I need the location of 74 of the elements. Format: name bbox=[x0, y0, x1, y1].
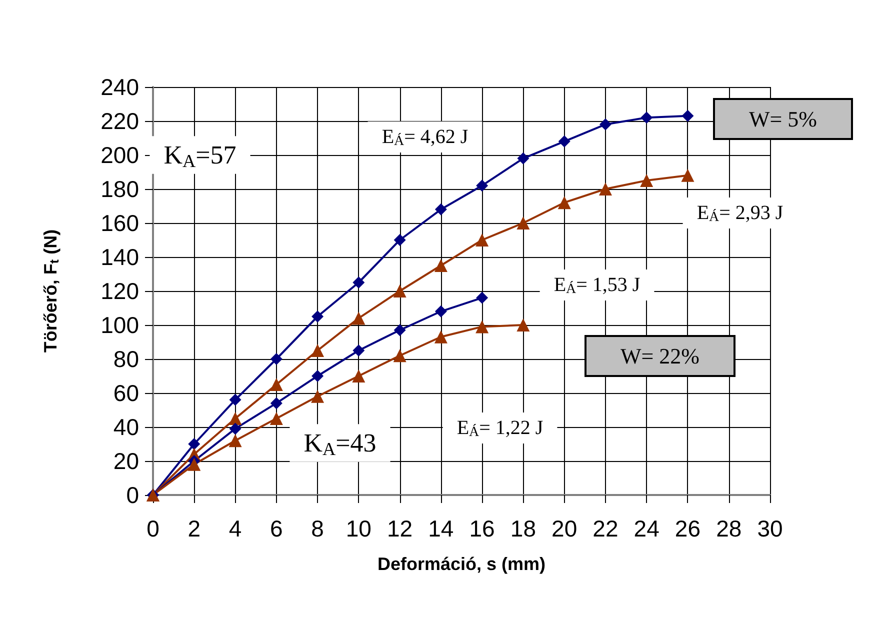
x-tick-label: 0 bbox=[146, 516, 160, 542]
point bbox=[434, 305, 447, 318]
y-tick-label: 160 bbox=[100, 210, 139, 236]
x-tick-label: 8 bbox=[311, 516, 324, 542]
point bbox=[393, 349, 406, 362]
point bbox=[434, 203, 447, 216]
x-tick-label: 16 bbox=[469, 516, 495, 542]
point bbox=[228, 434, 242, 448]
x-tick-label: 20 bbox=[552, 516, 578, 542]
y-tick-label: 180 bbox=[100, 176, 139, 202]
point bbox=[516, 216, 530, 230]
point bbox=[352, 312, 366, 325]
x-tick-label: 18 bbox=[510, 516, 536, 542]
point bbox=[434, 259, 448, 272]
point bbox=[188, 458, 201, 471]
x-tick-label: 22 bbox=[592, 516, 618, 542]
x-tick-label: 12 bbox=[387, 516, 413, 542]
point bbox=[640, 174, 654, 187]
y-tick-label: 60 bbox=[113, 380, 139, 406]
annotation: W= 5% bbox=[749, 106, 817, 132]
point bbox=[476, 234, 489, 246]
point bbox=[352, 344, 365, 356]
y-tick-label: 200 bbox=[100, 142, 139, 168]
point bbox=[434, 330, 448, 344]
point bbox=[312, 310, 324, 322]
point bbox=[476, 320, 489, 334]
point bbox=[270, 397, 282, 410]
point bbox=[311, 344, 324, 357]
point bbox=[394, 234, 406, 246]
y-tick-label: 40 bbox=[113, 414, 139, 440]
point bbox=[270, 353, 282, 365]
x-tick-label: 30 bbox=[757, 516, 783, 542]
point bbox=[311, 390, 324, 403]
annotation: W= 22% bbox=[620, 344, 700, 368]
point bbox=[270, 412, 283, 425]
x-tick-label: 6 bbox=[270, 516, 283, 542]
point bbox=[312, 370, 324, 382]
point bbox=[188, 438, 200, 450]
point bbox=[229, 422, 242, 435]
y-tick-label: 80 bbox=[113, 346, 139, 372]
y-tick-label: 100 bbox=[100, 312, 139, 338]
point bbox=[558, 135, 570, 148]
point bbox=[681, 168, 694, 182]
x-tick-label: 24 bbox=[634, 516, 660, 542]
point bbox=[394, 324, 406, 336]
point bbox=[352, 276, 365, 288]
x-tick-label: 26 bbox=[674, 516, 701, 542]
x-tick-label: 4 bbox=[228, 516, 242, 542]
point bbox=[476, 180, 488, 192]
point bbox=[270, 378, 283, 391]
point bbox=[558, 196, 571, 210]
point bbox=[682, 110, 694, 122]
point bbox=[598, 182, 612, 196]
y-tick-label: 120 bbox=[100, 278, 139, 304]
y-tick-label: 240 bbox=[100, 74, 139, 100]
point bbox=[352, 370, 366, 382]
point bbox=[640, 112, 653, 124]
x-tick-label: 14 bbox=[428, 516, 454, 542]
y-tick-label: 20 bbox=[113, 448, 139, 474]
x-axis-title: Deformáció, s (mm) bbox=[377, 554, 546, 574]
point bbox=[516, 318, 530, 332]
y-tick-label: 0 bbox=[126, 482, 139, 508]
y-tick-label: 140 bbox=[100, 244, 139, 270]
point bbox=[599, 118, 612, 130]
y-tick-label: 220 bbox=[100, 108, 139, 134]
x-tick-label: 28 bbox=[716, 516, 742, 542]
point bbox=[228, 412, 242, 425]
point bbox=[393, 284, 406, 298]
point bbox=[517, 152, 530, 164]
x-tick-label: 10 bbox=[346, 516, 372, 542]
y-axis-title: Törőerő, Ft (N) bbox=[40, 229, 62, 353]
point bbox=[476, 292, 488, 304]
x-tick-label: 2 bbox=[188, 516, 201, 542]
point bbox=[229, 394, 242, 406]
